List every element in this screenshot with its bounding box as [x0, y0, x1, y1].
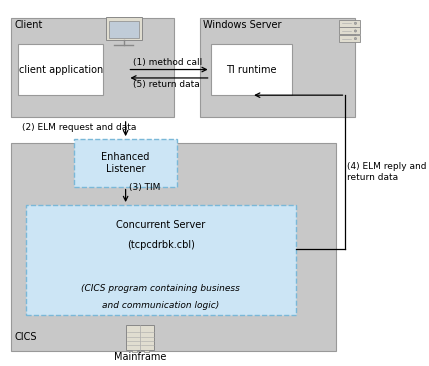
Bar: [199, 18, 355, 117]
Circle shape: [354, 37, 356, 40]
Circle shape: [354, 30, 356, 32]
Text: (5) return data: (5) return data: [133, 80, 200, 89]
Bar: [144, 350, 149, 352]
Circle shape: [354, 22, 356, 25]
Bar: [211, 44, 292, 95]
Bar: [338, 20, 360, 27]
Text: (3) TIM: (3) TIM: [129, 183, 161, 192]
Bar: [127, 325, 154, 350]
Text: TI runtime: TI runtime: [226, 64, 276, 75]
Text: client application: client application: [19, 64, 103, 75]
Bar: [132, 350, 136, 352]
Text: (2) ELM request and data: (2) ELM request and data: [22, 123, 136, 132]
Text: (CICS program containing business: (CICS program containing business: [81, 284, 240, 293]
Text: and communication logic): and communication logic): [102, 301, 219, 310]
Text: (1) method call: (1) method call: [133, 57, 202, 67]
Bar: [11, 18, 174, 117]
Text: Enhanced
Listener: Enhanced Listener: [101, 152, 150, 174]
Bar: [11, 143, 336, 351]
Bar: [74, 139, 177, 187]
Text: (tcpcdrbk.cbl): (tcpcdrbk.cbl): [127, 240, 195, 250]
Text: Mainframe: Mainframe: [114, 352, 166, 362]
Bar: [26, 205, 296, 315]
Bar: [106, 17, 142, 40]
Text: CICS: CICS: [15, 332, 37, 342]
Bar: [109, 21, 139, 38]
Bar: [18, 44, 103, 95]
Text: Client: Client: [15, 20, 43, 30]
Text: Windows Server: Windows Server: [203, 20, 282, 30]
Bar: [338, 35, 360, 42]
Bar: [338, 27, 360, 34]
Text: Concurrent Server: Concurrent Server: [116, 220, 205, 229]
Text: (4) ELM reply and
return data: (4) ELM reply and return data: [347, 162, 427, 182]
